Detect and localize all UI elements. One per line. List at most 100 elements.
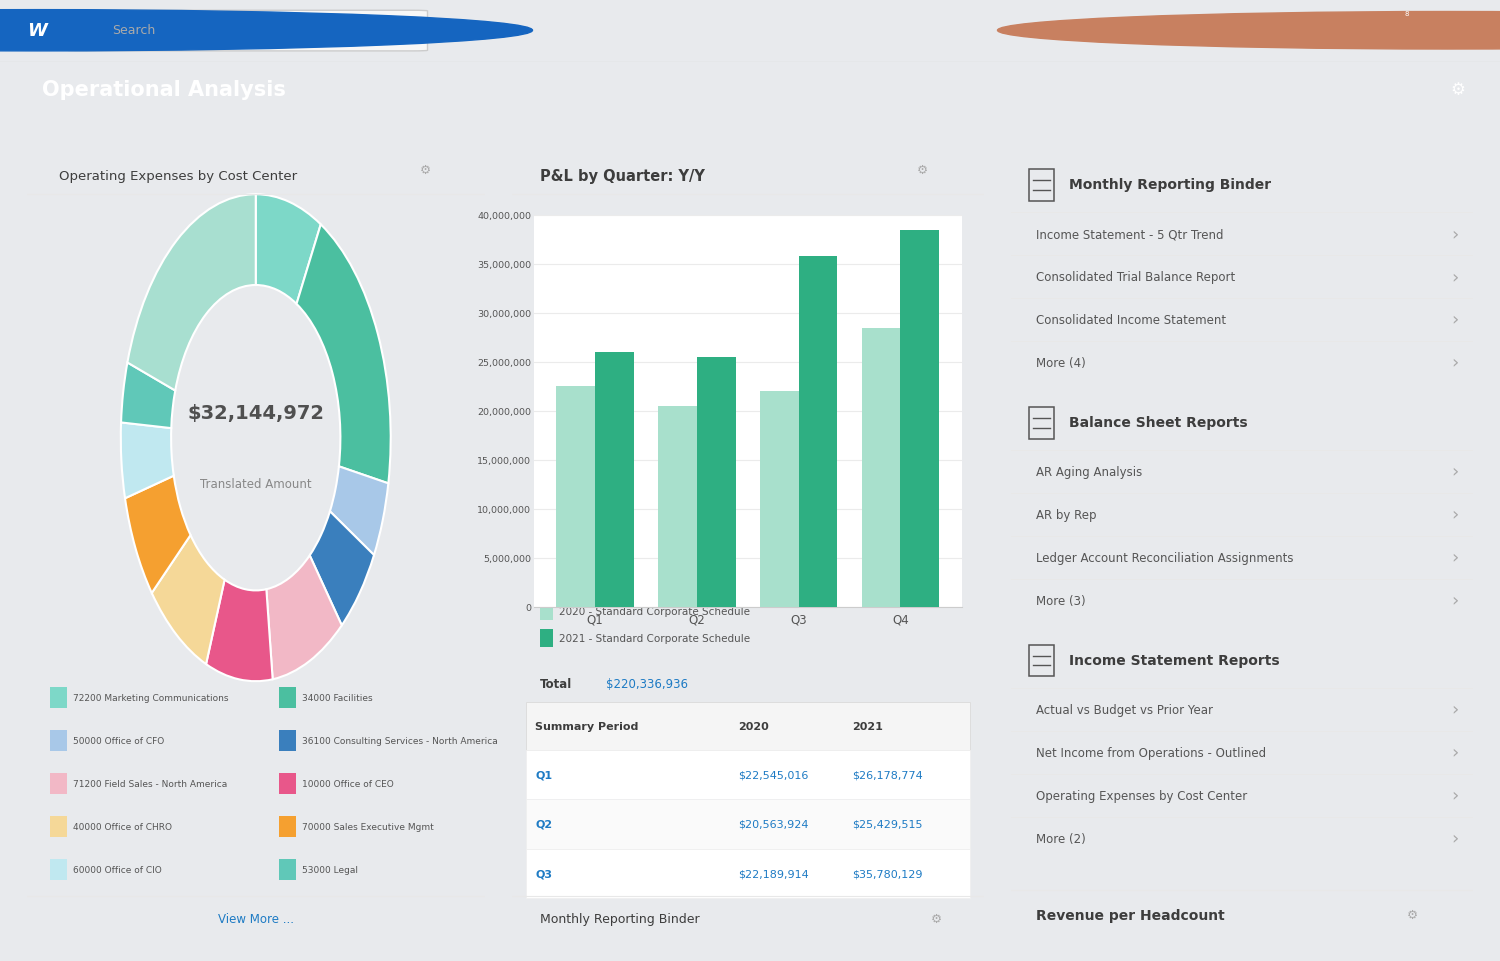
Bar [279, 773, 296, 795]
Circle shape [1383, 13, 1431, 15]
Text: $26,178,774: $26,178,774 [852, 770, 922, 779]
Bar [540, 603, 554, 621]
Bar [50, 687, 68, 708]
Text: Summary Period: Summary Period [536, 721, 639, 731]
Text: 36100 Consulting Services - North America: 36100 Consulting Services - North Americ… [302, 736, 498, 746]
Text: Search: Search [112, 24, 156, 37]
Text: $22,189,914: $22,189,914 [738, 869, 808, 878]
Text: 72200 Marketing Communications: 72200 Marketing Communications [72, 694, 228, 702]
Bar [525, 702, 970, 750]
Bar [556, 387, 596, 607]
Text: More (3): More (3) [1036, 594, 1086, 607]
Text: ⚙: ⚙ [1450, 81, 1466, 99]
Wedge shape [330, 467, 388, 555]
Circle shape [998, 12, 1500, 50]
Bar [861, 329, 900, 607]
Text: More (4): More (4) [1036, 357, 1086, 370]
Text: 40000 Office of CHRO: 40000 Office of CHRO [72, 822, 171, 831]
Text: ›: › [1450, 829, 1458, 848]
Bar [698, 357, 735, 607]
Text: AR Aging Analysis: AR Aging Analysis [1036, 465, 1143, 479]
Bar [540, 629, 554, 648]
Text: $20,563,924: $20,563,924 [738, 819, 808, 829]
Bar [596, 353, 634, 607]
Text: ›: › [1450, 226, 1458, 243]
Circle shape [0, 11, 532, 52]
Text: Revenue per Headcount: Revenue per Headcount [1036, 908, 1226, 922]
Bar [900, 231, 939, 607]
Text: 34000 Facilities: 34000 Facilities [302, 694, 372, 702]
Wedge shape [124, 477, 190, 593]
Text: $35,780,129: $35,780,129 [852, 869, 922, 878]
Text: 60000 Office of CIO: 60000 Office of CIO [72, 865, 162, 874]
Bar [1029, 170, 1053, 202]
Text: ›: › [1450, 549, 1458, 567]
Bar [525, 849, 970, 899]
Text: Ledger Account Reconciliation Assignments: Ledger Account Reconciliation Assignment… [1036, 552, 1294, 564]
Text: W: W [27, 22, 48, 40]
Text: ›: › [1450, 701, 1458, 719]
Text: 2021 - Standard Corporate Schedule: 2021 - Standard Corporate Schedule [558, 633, 750, 644]
Text: 8: 8 [1404, 12, 1410, 17]
Bar [50, 816, 68, 837]
Text: Monthly Reporting Binder: Monthly Reporting Binder [540, 912, 699, 924]
Text: ›: › [1450, 786, 1458, 804]
Bar [50, 859, 68, 880]
Wedge shape [255, 195, 321, 305]
Bar [525, 800, 970, 849]
Text: Operational Analysis: Operational Analysis [42, 80, 286, 100]
Text: 50000 Office of CFO: 50000 Office of CFO [72, 736, 164, 746]
Text: ⚙: ⚙ [932, 912, 942, 924]
Bar [279, 730, 296, 752]
Text: 71200 Field Sales - North America: 71200 Field Sales - North America [72, 779, 226, 788]
Text: ♪: ♪ [1336, 21, 1348, 40]
Text: Operating Expenses by Cost Center: Operating Expenses by Cost Center [58, 169, 297, 183]
Wedge shape [267, 555, 342, 679]
Text: ›: › [1450, 463, 1458, 481]
Wedge shape [122, 363, 176, 429]
Text: ›: › [1450, 505, 1458, 524]
Text: Translated Amount: Translated Amount [200, 477, 312, 490]
Text: ▭: ▭ [1384, 21, 1400, 39]
Text: Income Statement - 5 Qtr Trend: Income Statement - 5 Qtr Trend [1036, 228, 1224, 241]
Text: P&L by Quarter: Y/Y: P&L by Quarter: Y/Y [540, 168, 705, 184]
Bar [1029, 645, 1053, 677]
Text: Income Statement Reports: Income Statement Reports [1068, 653, 1280, 667]
Text: 70000 Sales Executive Mgmt: 70000 Sales Executive Mgmt [302, 822, 433, 831]
Text: ⚙: ⚙ [420, 163, 430, 177]
Bar [279, 816, 296, 837]
Bar [798, 257, 837, 607]
Text: Total: Total [540, 678, 572, 690]
Text: ›: › [1450, 355, 1458, 372]
Text: Net Income from Operations - Outlined: Net Income from Operations - Outlined [1036, 746, 1266, 759]
Text: Q1: Q1 [536, 770, 552, 779]
Text: ○: ○ [1284, 20, 1302, 40]
Text: ⚙: ⚙ [1407, 908, 1419, 922]
Bar [525, 750, 970, 800]
Wedge shape [152, 535, 225, 664]
FancyBboxPatch shape [68, 12, 428, 52]
Text: Operating Expenses by Cost Center: Operating Expenses by Cost Center [1036, 789, 1248, 801]
Wedge shape [297, 225, 390, 483]
Text: Monthly Reporting Binder: Monthly Reporting Binder [1068, 178, 1270, 192]
Text: Consolidated Income Statement: Consolidated Income Statement [1036, 314, 1227, 327]
Text: $220,336,936: $220,336,936 [606, 678, 688, 690]
Bar [760, 392, 798, 607]
Bar [1029, 407, 1053, 439]
Bar [50, 773, 68, 795]
Text: Q3: Q3 [536, 869, 552, 878]
Text: AR by Rep: AR by Rep [1036, 508, 1096, 522]
Text: More (2): More (2) [1036, 831, 1086, 845]
Bar [279, 687, 296, 708]
Text: ›: › [1450, 592, 1458, 609]
Text: Balance Sheet Reports: Balance Sheet Reports [1068, 415, 1248, 430]
Text: $25,429,515: $25,429,515 [852, 819, 922, 829]
Text: ›: › [1450, 311, 1458, 330]
Bar [50, 730, 68, 752]
Bar [279, 859, 296, 880]
Text: $22,545,016: $22,545,016 [738, 770, 808, 779]
Text: 53000 Legal: 53000 Legal [302, 865, 357, 874]
Text: ⚙: ⚙ [916, 163, 928, 177]
Text: $32,144,972: $32,144,972 [188, 404, 324, 423]
Text: 2020: 2020 [738, 721, 770, 731]
